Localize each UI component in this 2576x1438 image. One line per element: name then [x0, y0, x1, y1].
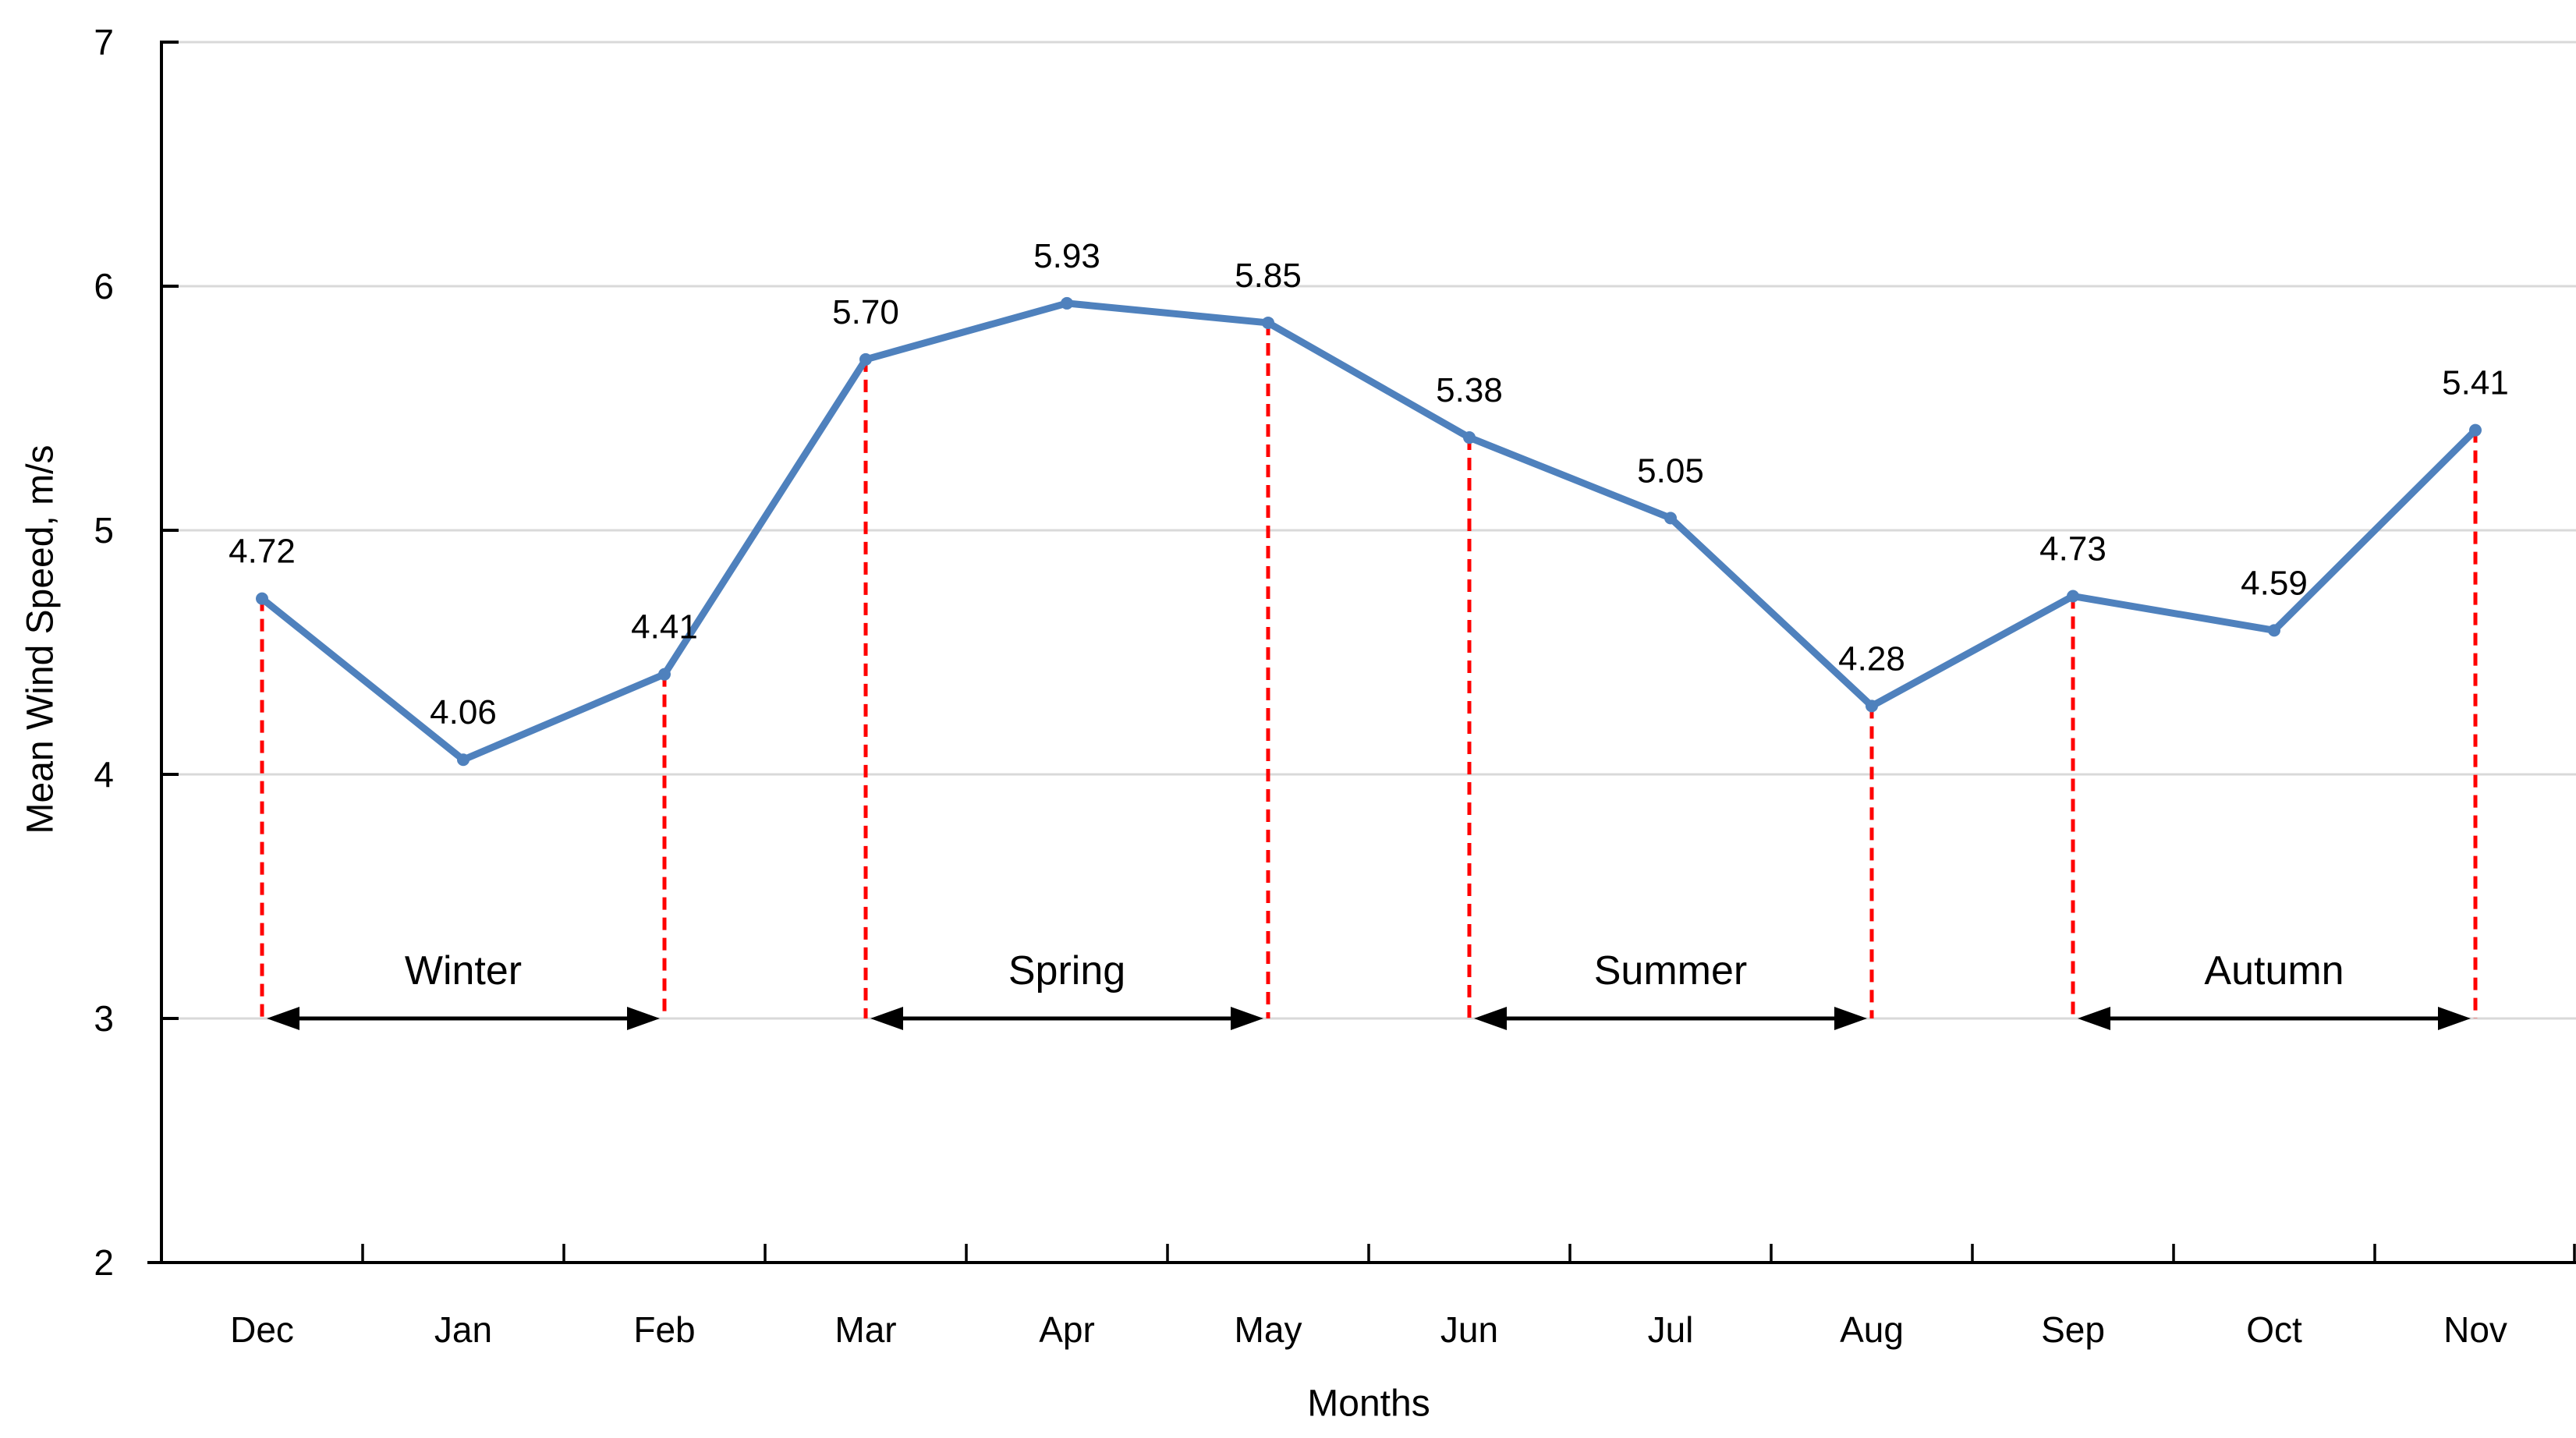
y-tick-label: 4	[94, 754, 114, 795]
data-label: 4.41	[631, 608, 698, 646]
data-label: 5.93	[1033, 237, 1100, 275]
month-label: Sep	[2041, 1309, 2105, 1350]
data-label: 5.41	[2442, 364, 2509, 402]
season-dividers	[260, 322, 2478, 1018]
month-label: Nov	[2443, 1309, 2507, 1350]
y-tick-label: 7	[94, 22, 114, 62]
arrowhead-right	[2438, 1007, 2471, 1030]
data-label: 4.06	[430, 693, 497, 731]
arrowhead-left	[267, 1007, 299, 1030]
season-label: Spring	[1008, 948, 1125, 993]
month-label: Aug	[1840, 1309, 1904, 1350]
data-label: 4.73	[2039, 530, 2107, 568]
data-label: 4.72	[229, 533, 296, 571]
data-point-marker	[2469, 423, 2482, 437]
y-tick-label: 5	[94, 510, 114, 551]
month-label: Apr	[1039, 1309, 1095, 1350]
month-label: Feb	[633, 1309, 695, 1350]
data-point-marker	[1866, 700, 1878, 713]
season-arrows	[267, 1007, 2471, 1030]
month-label: Jan	[434, 1309, 492, 1350]
month-label: Dec	[230, 1309, 294, 1350]
y-axis-title: Mean Wind Speed, m/s	[19, 445, 62, 834]
wind-speed-line	[258, 299, 2479, 763]
data-label: 5.85	[1235, 257, 1302, 295]
data-point-marker	[1061, 296, 1073, 310]
data-label: 4.28	[1838, 639, 1905, 678]
month-label: Jun	[1440, 1309, 1498, 1350]
data-point-markers	[256, 296, 2482, 767]
axis-tick-labels: 2 3 4 5 6 7 Dec Jan Feb Mar Apr May Jun Jul Aug Sep Oct N…	[94, 22, 2507, 1350]
y-tick-label: 2	[94, 1242, 114, 1283]
data-label: 5.70	[832, 293, 899, 331]
x-axis-title: Months	[1307, 1383, 1430, 1425]
data-point-marker	[256, 592, 268, 605]
data-point-marker	[2268, 624, 2280, 637]
arrowhead-right	[627, 1007, 660, 1030]
month-label: Mar	[834, 1309, 896, 1350]
arrowhead-left	[1474, 1007, 1507, 1030]
data-point-marker	[658, 668, 671, 681]
arrowhead-right	[1834, 1007, 1867, 1030]
data-point-marker	[859, 352, 872, 366]
data-point-marker	[1463, 431, 1476, 445]
season-label: Summer	[1594, 948, 1747, 993]
y-tick-label: 3	[94, 998, 114, 1039]
data-point-marker	[1664, 512, 1677, 525]
arrowhead-left	[2078, 1007, 2110, 1030]
data-label: 5.38	[1436, 371, 1503, 409]
season-labels: Winter Spring Summer Autumn	[405, 948, 2344, 993]
month-label: May	[1235, 1309, 1302, 1350]
data-label: 5.05	[1637, 452, 1704, 490]
season-label: Winter	[405, 948, 522, 993]
wind-speed-series	[258, 299, 2479, 763]
arrowhead-right	[1231, 1007, 1263, 1030]
data-point-marker	[2067, 590, 2079, 603]
month-label: Jul	[1648, 1309, 1694, 1350]
data-labels: 4.72 4.06 4.41 5.70 5.93 5.85 5.38 5.05 4.28 4.73…	[229, 237, 2509, 731]
month-label: Oct	[2246, 1309, 2302, 1350]
data-point-marker	[1262, 316, 1274, 329]
arrowhead-left	[870, 1007, 903, 1030]
gridlines	[161, 41, 2576, 1020]
data-point-marker	[457, 753, 469, 767]
season-label: Autumn	[2204, 948, 2344, 993]
data-label: 4.59	[2241, 564, 2308, 602]
axes	[147, 41, 2576, 1264]
y-tick-label: 6	[94, 266, 114, 306]
